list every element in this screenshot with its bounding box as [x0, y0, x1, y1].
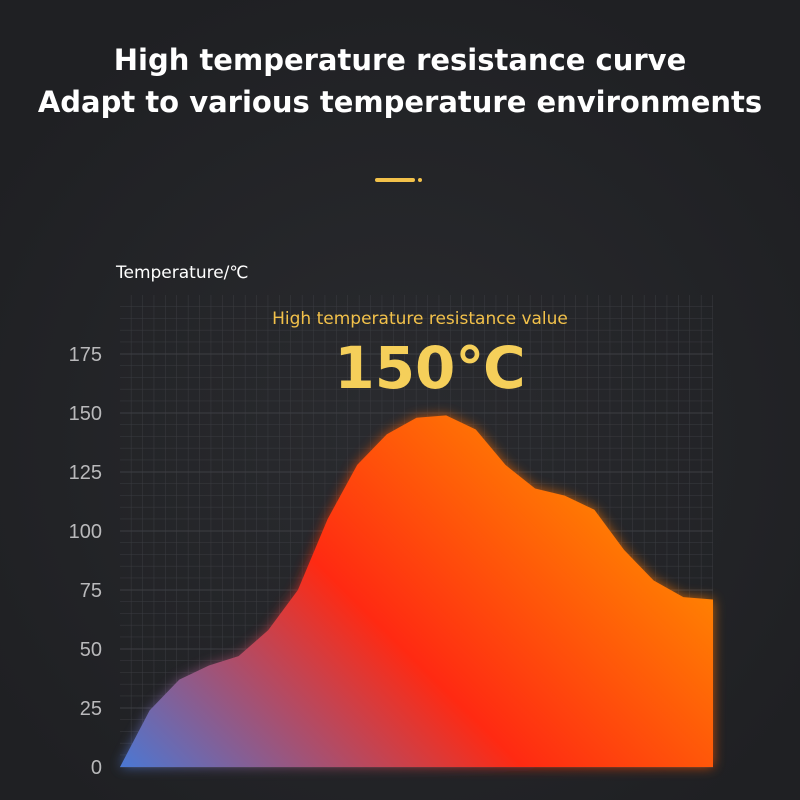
y-tick-label: 25 [80, 698, 102, 720]
annotation-value: 150℃ [334, 334, 525, 402]
y-tick-label: 125 [69, 462, 102, 484]
divider-dot [418, 178, 422, 182]
y-tick-label: 0 [91, 757, 102, 779]
y-tick-label: 175 [69, 344, 102, 366]
y-axis-label: Temperature/℃ [115, 263, 249, 283]
title-line: Adapt to various temperature environment… [38, 85, 762, 119]
annotation: High temperature resistance value [272, 309, 568, 329]
y-tick-label: 75 [80, 580, 102, 602]
plot: 0 25 50 75 100 125 150 175 [69, 344, 713, 779]
y-tick-label: 50 [80, 639, 102, 661]
y-tick-label: 150 [69, 403, 102, 425]
y-tick-label: 100 [69, 521, 102, 543]
title-line: High temperature resistance curve [114, 43, 687, 77]
area [120, 415, 713, 767]
